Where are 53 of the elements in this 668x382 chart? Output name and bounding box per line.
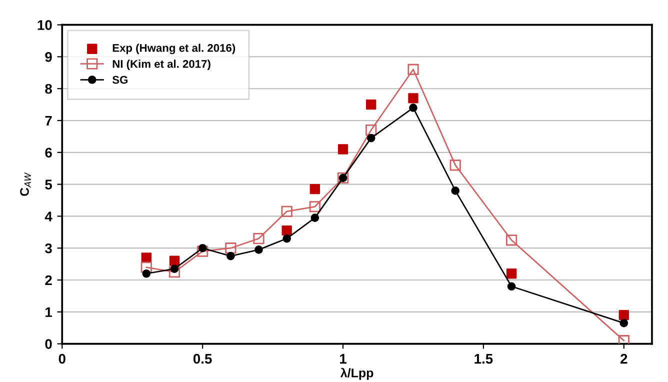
x-tick-label: 0 [58, 354, 66, 364]
y-tick-label: 7 [45, 116, 52, 126]
point [366, 99, 376, 110]
point [226, 252, 235, 260]
point [618, 335, 630, 344]
point [310, 214, 320, 222]
point [170, 264, 179, 274]
point [620, 318, 628, 328]
y-tick-label: 0 [45, 339, 52, 349]
y-tick-label: 1 [46, 307, 52, 317]
x-tick-label: 1.5 [474, 354, 493, 364]
point [310, 184, 320, 194]
point [451, 186, 460, 195]
point [408, 64, 419, 76]
legend-label: Exp (Hwang et al. 2016) [112, 44, 236, 54]
y-tick-label: 2 [45, 275, 52, 286]
point [225, 242, 236, 254]
point [618, 310, 629, 320]
point [507, 282, 516, 291]
point [198, 244, 207, 252]
point [140, 262, 152, 273]
legend-label: SG [112, 76, 128, 84]
point [254, 246, 263, 254]
x-tick-label: 2 [620, 354, 628, 364]
y-tick-label: 8 [45, 84, 52, 94]
y-tick-label: 9 [45, 52, 52, 62]
point [366, 124, 377, 136]
point [366, 134, 376, 142]
point [169, 256, 180, 266]
x-tick-label: 1 [340, 354, 346, 364]
point [197, 246, 208, 257]
point [253, 232, 264, 244]
point [282, 234, 291, 243]
point [142, 269, 151, 278]
point [338, 144, 348, 154]
x-tick-label: 0.5 [193, 354, 212, 364]
point [281, 206, 292, 217]
y-tick-label: 5 [45, 180, 52, 190]
point [506, 234, 518, 246]
y-tick-label: 4 [44, 212, 52, 222]
y-tick-label: 6 [45, 148, 52, 158]
point [506, 268, 517, 279]
point [408, 93, 418, 104]
point [168, 266, 180, 278]
y-tick-label: 10 [38, 20, 52, 30]
legend-label: NI (Kim et al. 2017) [112, 60, 210, 70]
point [282, 225, 292, 236]
y-tick-label: 3 [44, 243, 52, 254]
point [409, 104, 418, 112]
point [309, 201, 320, 212]
point [450, 160, 461, 171]
y-axis-title: C$_{AW}$ [20, 172, 31, 196]
x-axis-title: λ/Lpp [340, 368, 374, 380]
